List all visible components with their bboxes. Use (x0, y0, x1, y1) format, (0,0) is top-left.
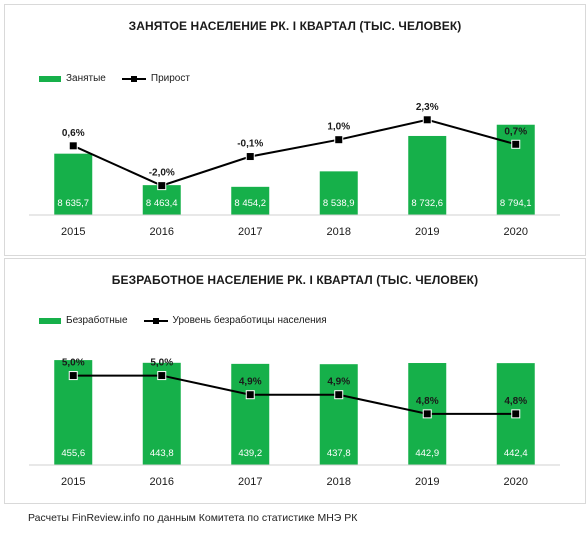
chart-title: ЗАНЯТОЕ НАСЕЛЕНИЕ РК. I КВАРТАЛ (ТЫС. ЧЕ… (128, 19, 462, 33)
bar-value-label: 8 454,2 (234, 198, 266, 209)
unemployed-chart-panel: БЕЗРАБОТНОЕ НАСЕЛЕНИЕ РК. I КВАРТАЛ (ТЫС… (4, 258, 586, 504)
legend-swatch-bar (39, 75, 61, 82)
bar-value-label: 439,2 (238, 448, 262, 459)
bar (319, 364, 358, 465)
bar (319, 171, 358, 215)
line-point (68, 141, 78, 151)
line-value-label: 4,9% (327, 377, 350, 388)
employed-chart-panel: ЗАНЯТОЕ НАСЕЛЕНИЕ РК. I КВАРТАЛ (ТЫС. ЧЕ… (4, 4, 586, 256)
legend-label: Прирост (150, 73, 190, 84)
source-note: Расчеты FinReview.info по данным Комитет… (28, 512, 358, 524)
x-tick-label: 2017 (238, 476, 262, 488)
line-value-label: 1,0% (327, 122, 350, 133)
x-tick-label: 2016 (150, 226, 174, 238)
legend-item-line: Прирост (121, 73, 190, 84)
x-tick-label: 2019 (415, 476, 439, 488)
bar (231, 186, 270, 215)
legend-label: Уровень безработицы населения (172, 315, 327, 326)
x-tick-label: 2018 (327, 226, 351, 238)
employed-chart-plot: 8 635,7 2015 8 463,4 2016 8 454,2 2017 8 538,9… (29, 102, 560, 238)
x-tick-label: 2017 (238, 226, 262, 238)
series-line (72, 118, 517, 187)
chart-legend: Занятые Прирост (39, 73, 206, 84)
line-point (334, 135, 344, 145)
legend-label: Занятые (66, 73, 106, 84)
bar-value-label: 8 635,7 (57, 198, 89, 209)
bar-value-label: 455,6 (61, 448, 85, 459)
legend-item-line: Уровень безработицы населения (143, 315, 327, 326)
legend-swatch-bar (39, 317, 61, 324)
series-line (73, 374, 516, 415)
bar (54, 153, 93, 215)
line-value-label: 0,6% (62, 128, 85, 139)
legend-swatch-line (121, 75, 146, 83)
x-tick-label: 2015 (61, 226, 85, 238)
line-point (157, 371, 167, 381)
line-point (422, 409, 432, 419)
x-tick-label: 2020 (504, 476, 528, 488)
unemployed-chart-plot: 455,6 2015 443,8 2016 439,2 2017 437,8 2018 442,… (29, 358, 560, 488)
x-tick-label: 2018 (327, 476, 351, 488)
line-point (422, 115, 432, 125)
line-value-label: 5,0% (62, 358, 85, 369)
line-point (334, 390, 344, 400)
bar-value-label: 443,8 (150, 448, 174, 459)
legend-item-bars: Безработные (39, 315, 128, 326)
x-tick-label: 2020 (504, 226, 528, 238)
line-point (511, 139, 521, 149)
chart-title: БЕЗРАБОТНОЕ НАСЕЛЕНИЕ РК. I КВАРТАЛ (ТЫС… (111, 273, 479, 287)
legend-item-bars: Занятые (39, 73, 106, 84)
bar-value-label: 437,8 (327, 448, 351, 459)
line-point (511, 409, 521, 419)
line-value-label: 4,8% (504, 396, 527, 407)
bar (408, 135, 447, 215)
line-value-label: 5,0% (150, 358, 173, 369)
line-value-label: -2,0% (149, 168, 175, 179)
x-tick-label: 2015 (61, 476, 85, 488)
line-value-label: 0,7% (504, 126, 527, 137)
bar-value-label: 442,9 (415, 448, 439, 459)
line-point (245, 390, 255, 400)
legend-swatch-line (143, 317, 168, 325)
line-point (157, 181, 167, 191)
bar-value-label: 442,4 (504, 448, 528, 459)
bar-value-label: 8 463,4 (146, 198, 178, 209)
bar-value-label: 8 538,9 (323, 198, 355, 209)
line-value-label: 4,9% (239, 377, 262, 388)
line-point (68, 371, 78, 381)
line-value-label: -0,1% (237, 139, 263, 150)
line-value-label: 2,3% (416, 102, 439, 113)
line-value-label: 4,8% (416, 396, 439, 407)
x-tick-label: 2019 (415, 226, 439, 238)
legend-label: Безработные (66, 315, 128, 326)
line-point (245, 152, 255, 162)
bar-value-label: 8 794,1 (500, 198, 532, 209)
bar-value-label: 8 732,6 (411, 198, 443, 209)
bar (231, 363, 270, 465)
x-tick-label: 2016 (150, 476, 174, 488)
chart-legend: Безработные Уровень безработицы населени… (39, 315, 343, 326)
